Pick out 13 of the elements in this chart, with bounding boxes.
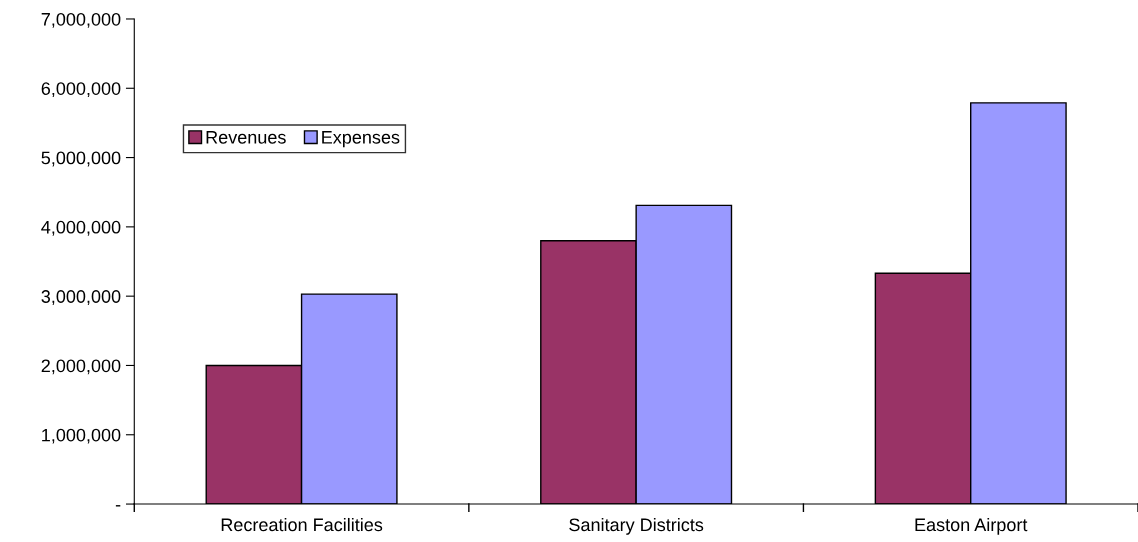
y-tick-label: 4,000,000	[41, 220, 121, 236]
y-tick-label: 3,000,000	[41, 290, 121, 306]
x-tick-label: Sanitary Districts	[569, 517, 704, 535]
y-tick-label: 7,000,000	[41, 12, 121, 28]
y-tick-label: 2,000,000	[41, 359, 121, 375]
y-tick-label: 6,000,000	[41, 82, 121, 98]
legend-label: Expenses	[322, 131, 400, 148]
legend-label: Revenues	[206, 131, 286, 144]
x-tick-label: Recreation Facilities	[221, 517, 383, 532]
y-tick-label: 5,000,000	[41, 151, 121, 167]
x-tick-label: Easton Airport	[915, 517, 1028, 535]
y-tick-label: -	[115, 505, 121, 507]
y-tick-label: 1,000,000	[42, 428, 121, 444]
